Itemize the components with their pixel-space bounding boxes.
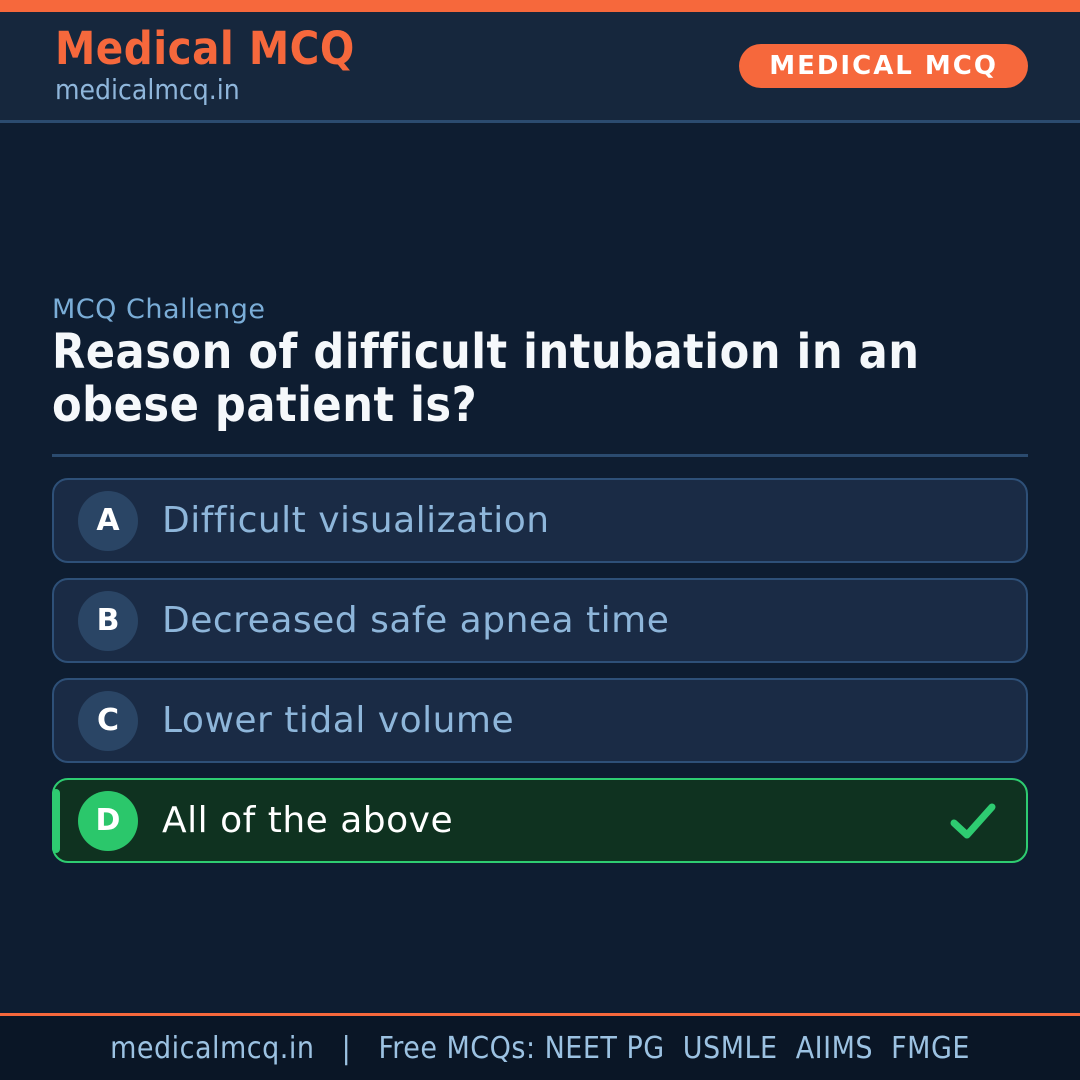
options-list: A Difficult visualization B Decreased sa… xyxy=(52,478,1028,863)
option-c[interactable]: C Lower tidal volume xyxy=(52,678,1028,763)
question-text: Reason of difficult intubation in an obe… xyxy=(52,324,920,433)
correct-accent-bar xyxy=(52,788,60,853)
option-d-letter-badge: D xyxy=(78,790,138,851)
footer: medicalmcq.in | Free MCQs: NEET PG USMLE… xyxy=(0,1013,1080,1080)
option-d-label: All of the above xyxy=(162,800,454,841)
option-a-letter-badge: A xyxy=(78,490,138,551)
option-b[interactable]: B Decreased safe apnea time xyxy=(52,578,1028,663)
section-label: MCQ Challenge xyxy=(52,294,266,325)
brand: Medical MCQ medicalmcq.in xyxy=(55,24,355,106)
option-a[interactable]: A Difficult visualization xyxy=(52,478,1028,563)
header: Medical MCQ medicalmcq.in MEDICAL MCQ xyxy=(0,12,1080,123)
brand-badge: MEDICAL MCQ xyxy=(739,44,1028,88)
check-icon xyxy=(950,802,996,840)
footer-text: medicalmcq.in | Free MCQs: NEET PG USMLE… xyxy=(110,1030,970,1066)
question-divider xyxy=(52,454,1028,457)
option-b-label: Decreased safe apnea time xyxy=(162,600,670,641)
option-c-label: Lower tidal volume xyxy=(162,700,515,741)
brand-title: Medical MCQ xyxy=(55,22,355,75)
option-a-label: Difficult visualization xyxy=(162,500,550,541)
brand-subtitle: medicalmcq.in xyxy=(55,73,240,106)
option-d-correct[interactable]: D All of the above xyxy=(52,778,1028,863)
option-c-letter-badge: C xyxy=(78,690,138,751)
top-accent-strip xyxy=(0,0,1080,12)
option-b-letter-badge: B xyxy=(78,590,138,651)
